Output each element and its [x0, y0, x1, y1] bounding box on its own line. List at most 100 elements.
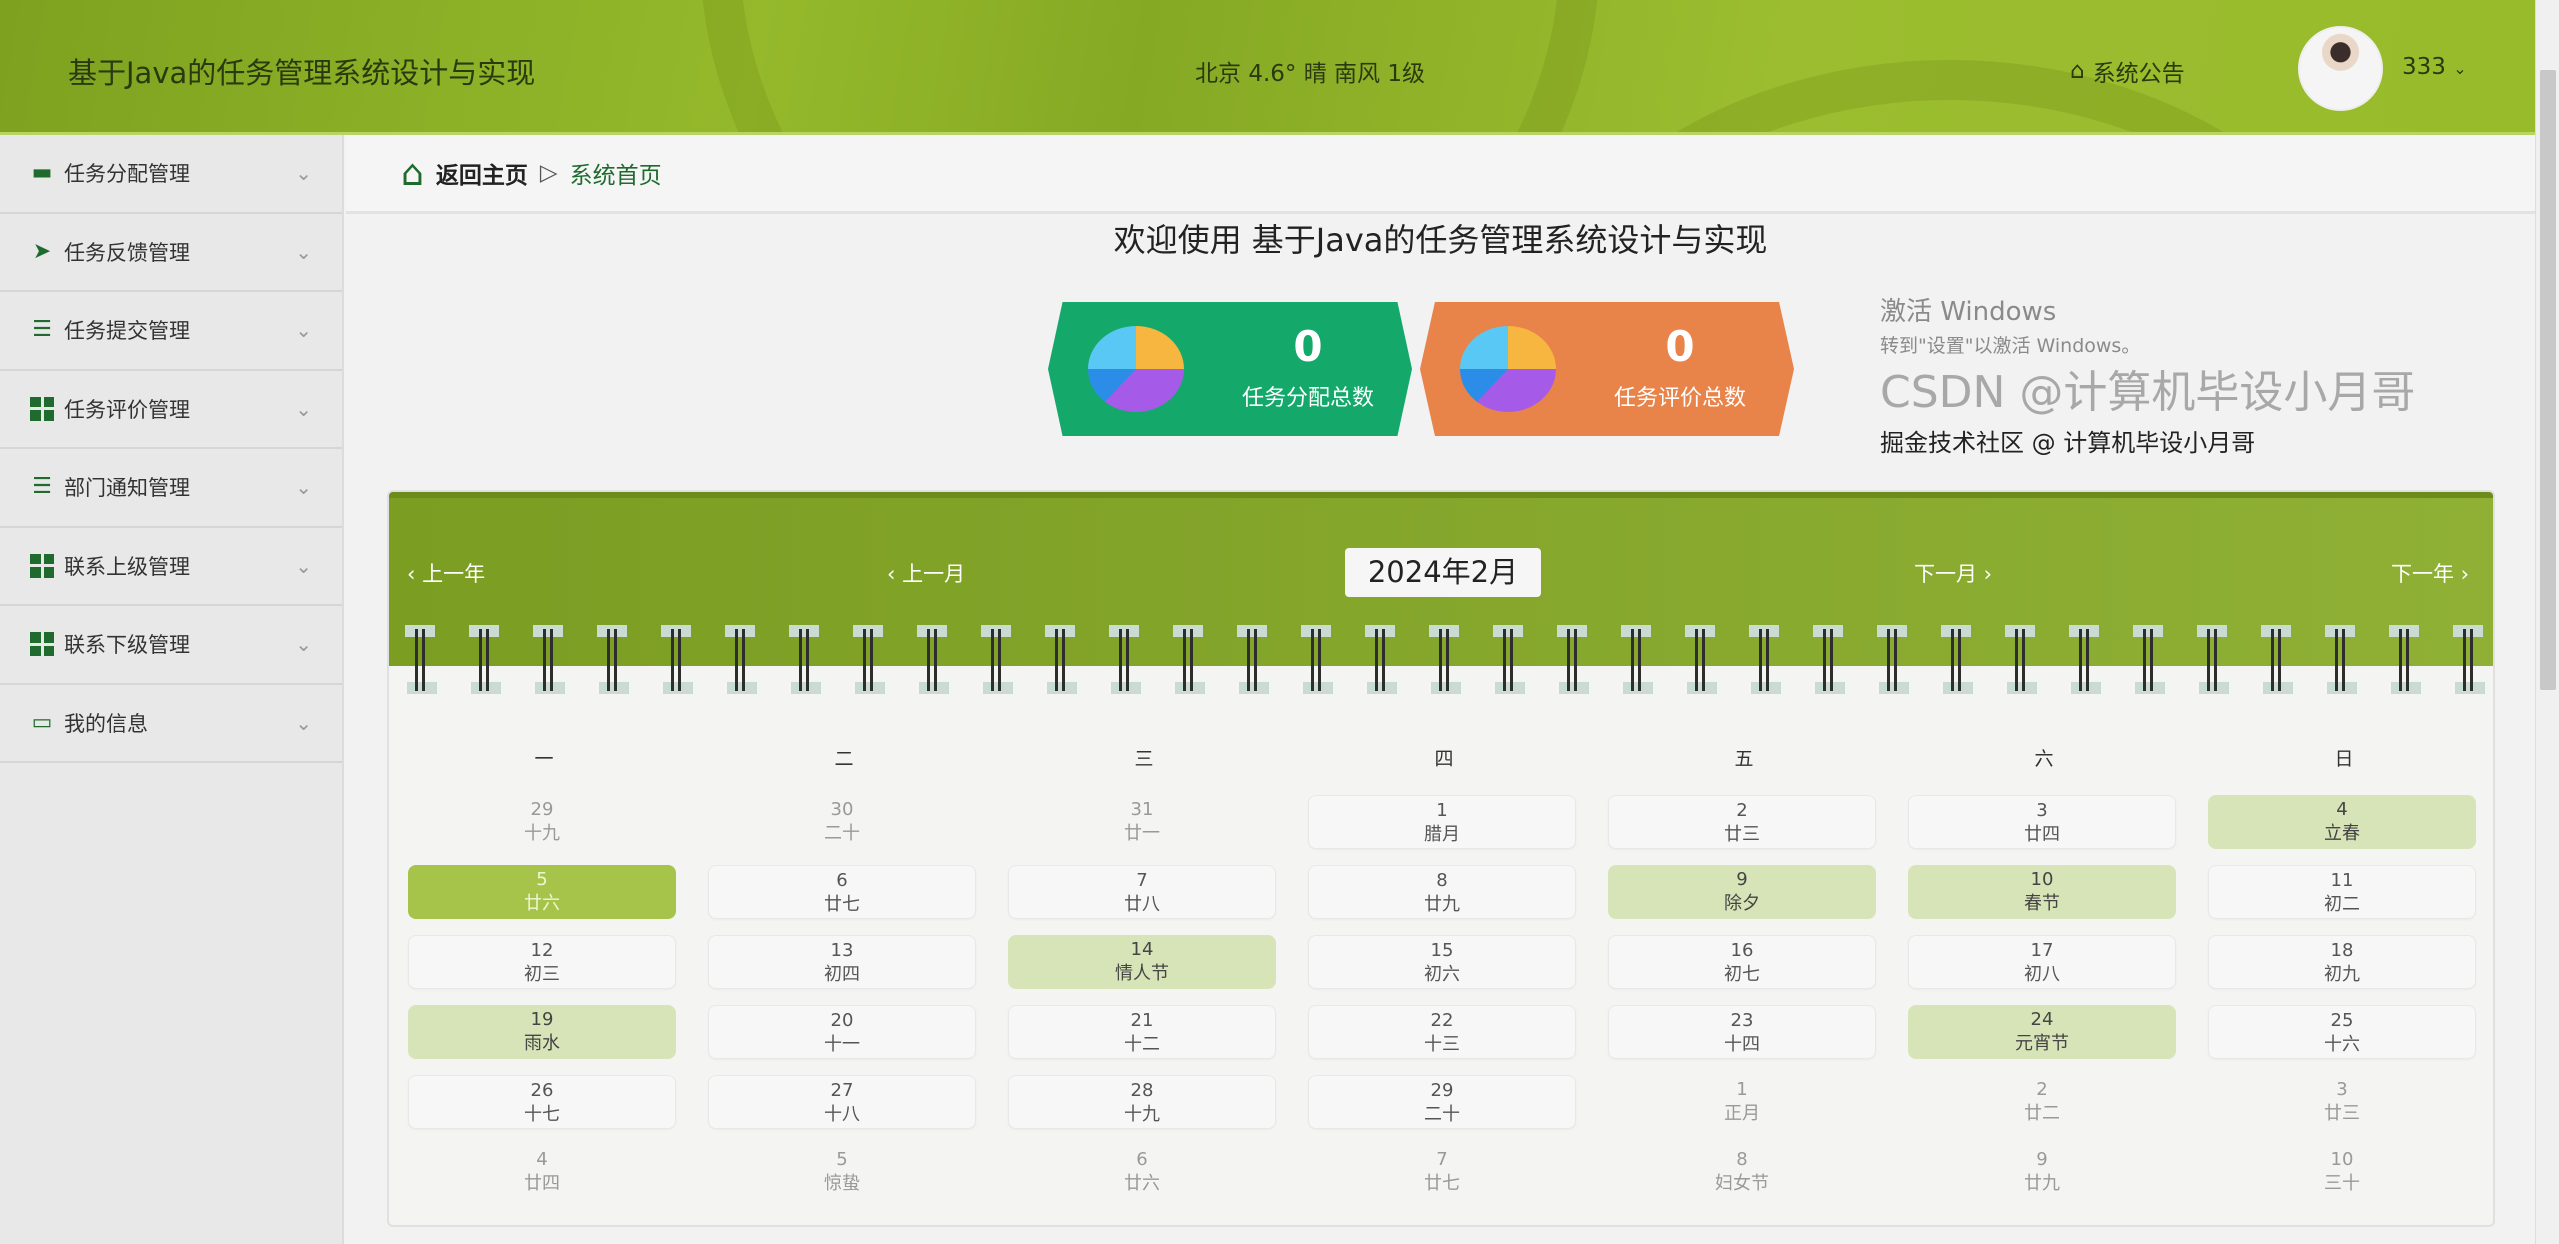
top-header: 基于Java的任务管理系统设计与实现 北京 4.6° 晴 南风 1级 ⌂ 系统公告… [0, 0, 2535, 135]
sidebar-item-2[interactable]: ☰ 任务提交管理 ⌄ [0, 292, 342, 371]
calendar-day[interactable]: 28 十九 [1008, 1075, 1276, 1129]
system-notice-link[interactable]: ⌂ 系统公告 [2070, 54, 2185, 88]
lunar-date: 廿三 [1724, 824, 1760, 845]
calendar-day[interactable]: 6 廿六 [1008, 1145, 1276, 1199]
calendar-day[interactable]: 17 初八 [1908, 935, 2176, 989]
calendar-day[interactable]: 19 雨水 [408, 1005, 676, 1059]
calendar-day[interactable]: 5 惊蛰 [708, 1145, 976, 1199]
lunar-date: 廿七 [1424, 1173, 1460, 1194]
calendar-day[interactable]: 13 初四 [708, 935, 976, 989]
lunar-date: 十三 [1424, 1034, 1460, 1055]
chevron-down-icon: ⌄ [2453, 59, 2467, 78]
sidebar-item-6[interactable]: 联系下级管理 ⌄ [0, 606, 342, 685]
calendar-day[interactable]: 2 廿二 [1908, 1075, 2176, 1129]
calendar-day[interactable]: 18 初九 [2208, 935, 2476, 989]
binder-ring [469, 625, 501, 694]
calendar-day[interactable]: 10 春节 [1908, 865, 2176, 919]
calendar-day[interactable]: 29 十九 [408, 795, 676, 849]
sidebar: ▬ 任务分配管理 ⌄ ➤ 任务反馈管理 ⌄ ☰ 任务提交管理 ⌄ 任务评价管理 ⌄ ☰ 部门通知管理 ⌄ 联… [0, 135, 344, 1244]
prev-year-button[interactable]: ‹ 上一年 [407, 562, 486, 586]
calendar-day[interactable]: 3 廿三 [2208, 1075, 2476, 1129]
lunar-date: 廿二 [2024, 1103, 2060, 1124]
lunar-date: 初九 [2324, 964, 2360, 985]
user-menu[interactable]: 333 ⌄ [2402, 54, 2467, 80]
calendar-day[interactable]: 22 十三 [1308, 1005, 1576, 1059]
day-number: 29 [1430, 1080, 1454, 1101]
page-scrollbar[interactable] [2535, 0, 2559, 1244]
current-month[interactable]: 2024年2月 [1345, 548, 1541, 597]
calendar-day[interactable]: 1 腊月 [1308, 795, 1576, 849]
calendar-day[interactable]: 16 初七 [1608, 935, 1876, 989]
calendar-day[interactable]: 6 廿七 [708, 865, 976, 919]
sidebar-item-4[interactable]: ☰ 部门通知管理 ⌄ [0, 449, 342, 528]
calendar-day[interactable]: 1 正月 [1608, 1075, 1876, 1129]
sidebar-item-3[interactable]: 任务评价管理 ⌄ [0, 371, 342, 449]
app-title: 基于Java的任务管理系统设计与实现 [68, 56, 536, 90]
calendar-day[interactable]: 4 廿四 [408, 1145, 676, 1199]
binder-ring [789, 625, 821, 694]
avatar[interactable] [2298, 26, 2383, 111]
calendar-day[interactable]: 30 二十 [708, 795, 976, 849]
sidebar-item-label: 任务评价管理 [64, 397, 190, 422]
calendar-day[interactable]: 12 初三 [408, 935, 676, 989]
calendar-day[interactable]: 9 廿九 [1908, 1145, 2176, 1199]
sidebar-item-7[interactable]: ▭ 我的信息 ⌄ [0, 685, 342, 763]
weekday-header: 一 [534, 748, 554, 770]
calendar-day[interactable]: 9 除夕 [1608, 865, 1876, 919]
day-number: 7 [1436, 1149, 1448, 1170]
calendar-day[interactable]: 15 初六 [1308, 935, 1576, 989]
calendar-day[interactable]: 26 十七 [408, 1075, 676, 1129]
next-year-button[interactable]: 下一年 › [2391, 562, 2470, 586]
lunar-date: 初七 [1724, 964, 1760, 985]
binder-ring [661, 625, 693, 694]
lunar-date: 初八 [2024, 964, 2060, 985]
calendar-day[interactable]: 3 廿四 [1908, 795, 2176, 849]
calendar-day[interactable]: 23 十四 [1608, 1005, 1876, 1059]
calendar-day[interactable]: 31 廿一 [1008, 795, 1276, 849]
calendar-day[interactable]: 11 初二 [2208, 865, 2476, 919]
lunar-date: 廿六 [1124, 1173, 1160, 1194]
paper-plane-icon: ➤ [32, 238, 52, 264]
day-number: 2 [1736, 800, 1748, 821]
lunar-date: 廿七 [824, 894, 860, 915]
monitor-icon: ▬ [31, 160, 53, 186]
day-number: 19 [530, 1009, 554, 1030]
calendar-day[interactable]: 2 廿三 [1608, 795, 1876, 849]
calendar-day[interactable]: 21 十二 [1008, 1005, 1276, 1059]
sidebar-item-5[interactable]: 联系上级管理 ⌄ [0, 528, 342, 606]
calendar-day[interactable]: 27 十八 [708, 1075, 976, 1129]
calendar-day[interactable]: 10 三十 [2208, 1145, 2476, 1199]
calendar-day[interactable]: 24 元宵节 [1908, 1005, 2176, 1059]
home-icon[interactable]: ⌂ [401, 152, 424, 194]
calendar-day[interactable]: 8 廿九 [1308, 865, 1576, 919]
binder-ring [1109, 625, 1141, 694]
binder-ring [1621, 625, 1653, 694]
binder-ring [853, 625, 885, 694]
lunar-date: 初四 [824, 964, 860, 985]
prev-month-button[interactable]: ‹ 上一月 [887, 562, 966, 586]
binder-ring [1173, 625, 1205, 694]
calendar-day[interactable]: 8 妇女节 [1608, 1145, 1876, 1199]
lunar-date: 初二 [2324, 894, 2360, 915]
lunar-date: 廿六 [524, 893, 560, 914]
calendar-day[interactable]: 7 廿八 [1008, 865, 1276, 919]
calendar-day[interactable]: 25 十六 [2208, 1005, 2476, 1059]
calendar-day[interactable]: 7 廿七 [1308, 1145, 1576, 1199]
calendar-day[interactable]: 29 二十 [1308, 1075, 1576, 1129]
chevron-down-icon: ⌄ [295, 239, 312, 264]
sidebar-item-1[interactable]: ➤ 任务反馈管理 ⌄ [0, 214, 342, 292]
sidebar-item-0[interactable]: ▬ 任务分配管理 ⌄ [0, 135, 342, 214]
calendar-day[interactable]: 20 十一 [708, 1005, 976, 1059]
next-month-button[interactable]: 下一月 › [1914, 562, 1993, 586]
lunar-date: 十四 [1724, 1034, 1760, 1055]
calendar-day[interactable]: 4 立春 [2208, 795, 2476, 849]
binder-ring [917, 625, 949, 694]
scrollbar-thumb[interactable] [2540, 70, 2556, 690]
day-number: 23 [1730, 1010, 1754, 1031]
calendar-day[interactable]: 14 情人节 [1008, 935, 1276, 989]
breadcrumb-home[interactable]: 返回主页 [435, 163, 528, 189]
day-number: 30 [830, 799, 854, 820]
welcome-text: 欢迎使用 基于Java的任务管理系统设计与实现 [1113, 221, 1768, 259]
stat-value: 0 [1293, 322, 1323, 371]
calendar-day[interactable]: 5 廿六 [408, 865, 676, 919]
